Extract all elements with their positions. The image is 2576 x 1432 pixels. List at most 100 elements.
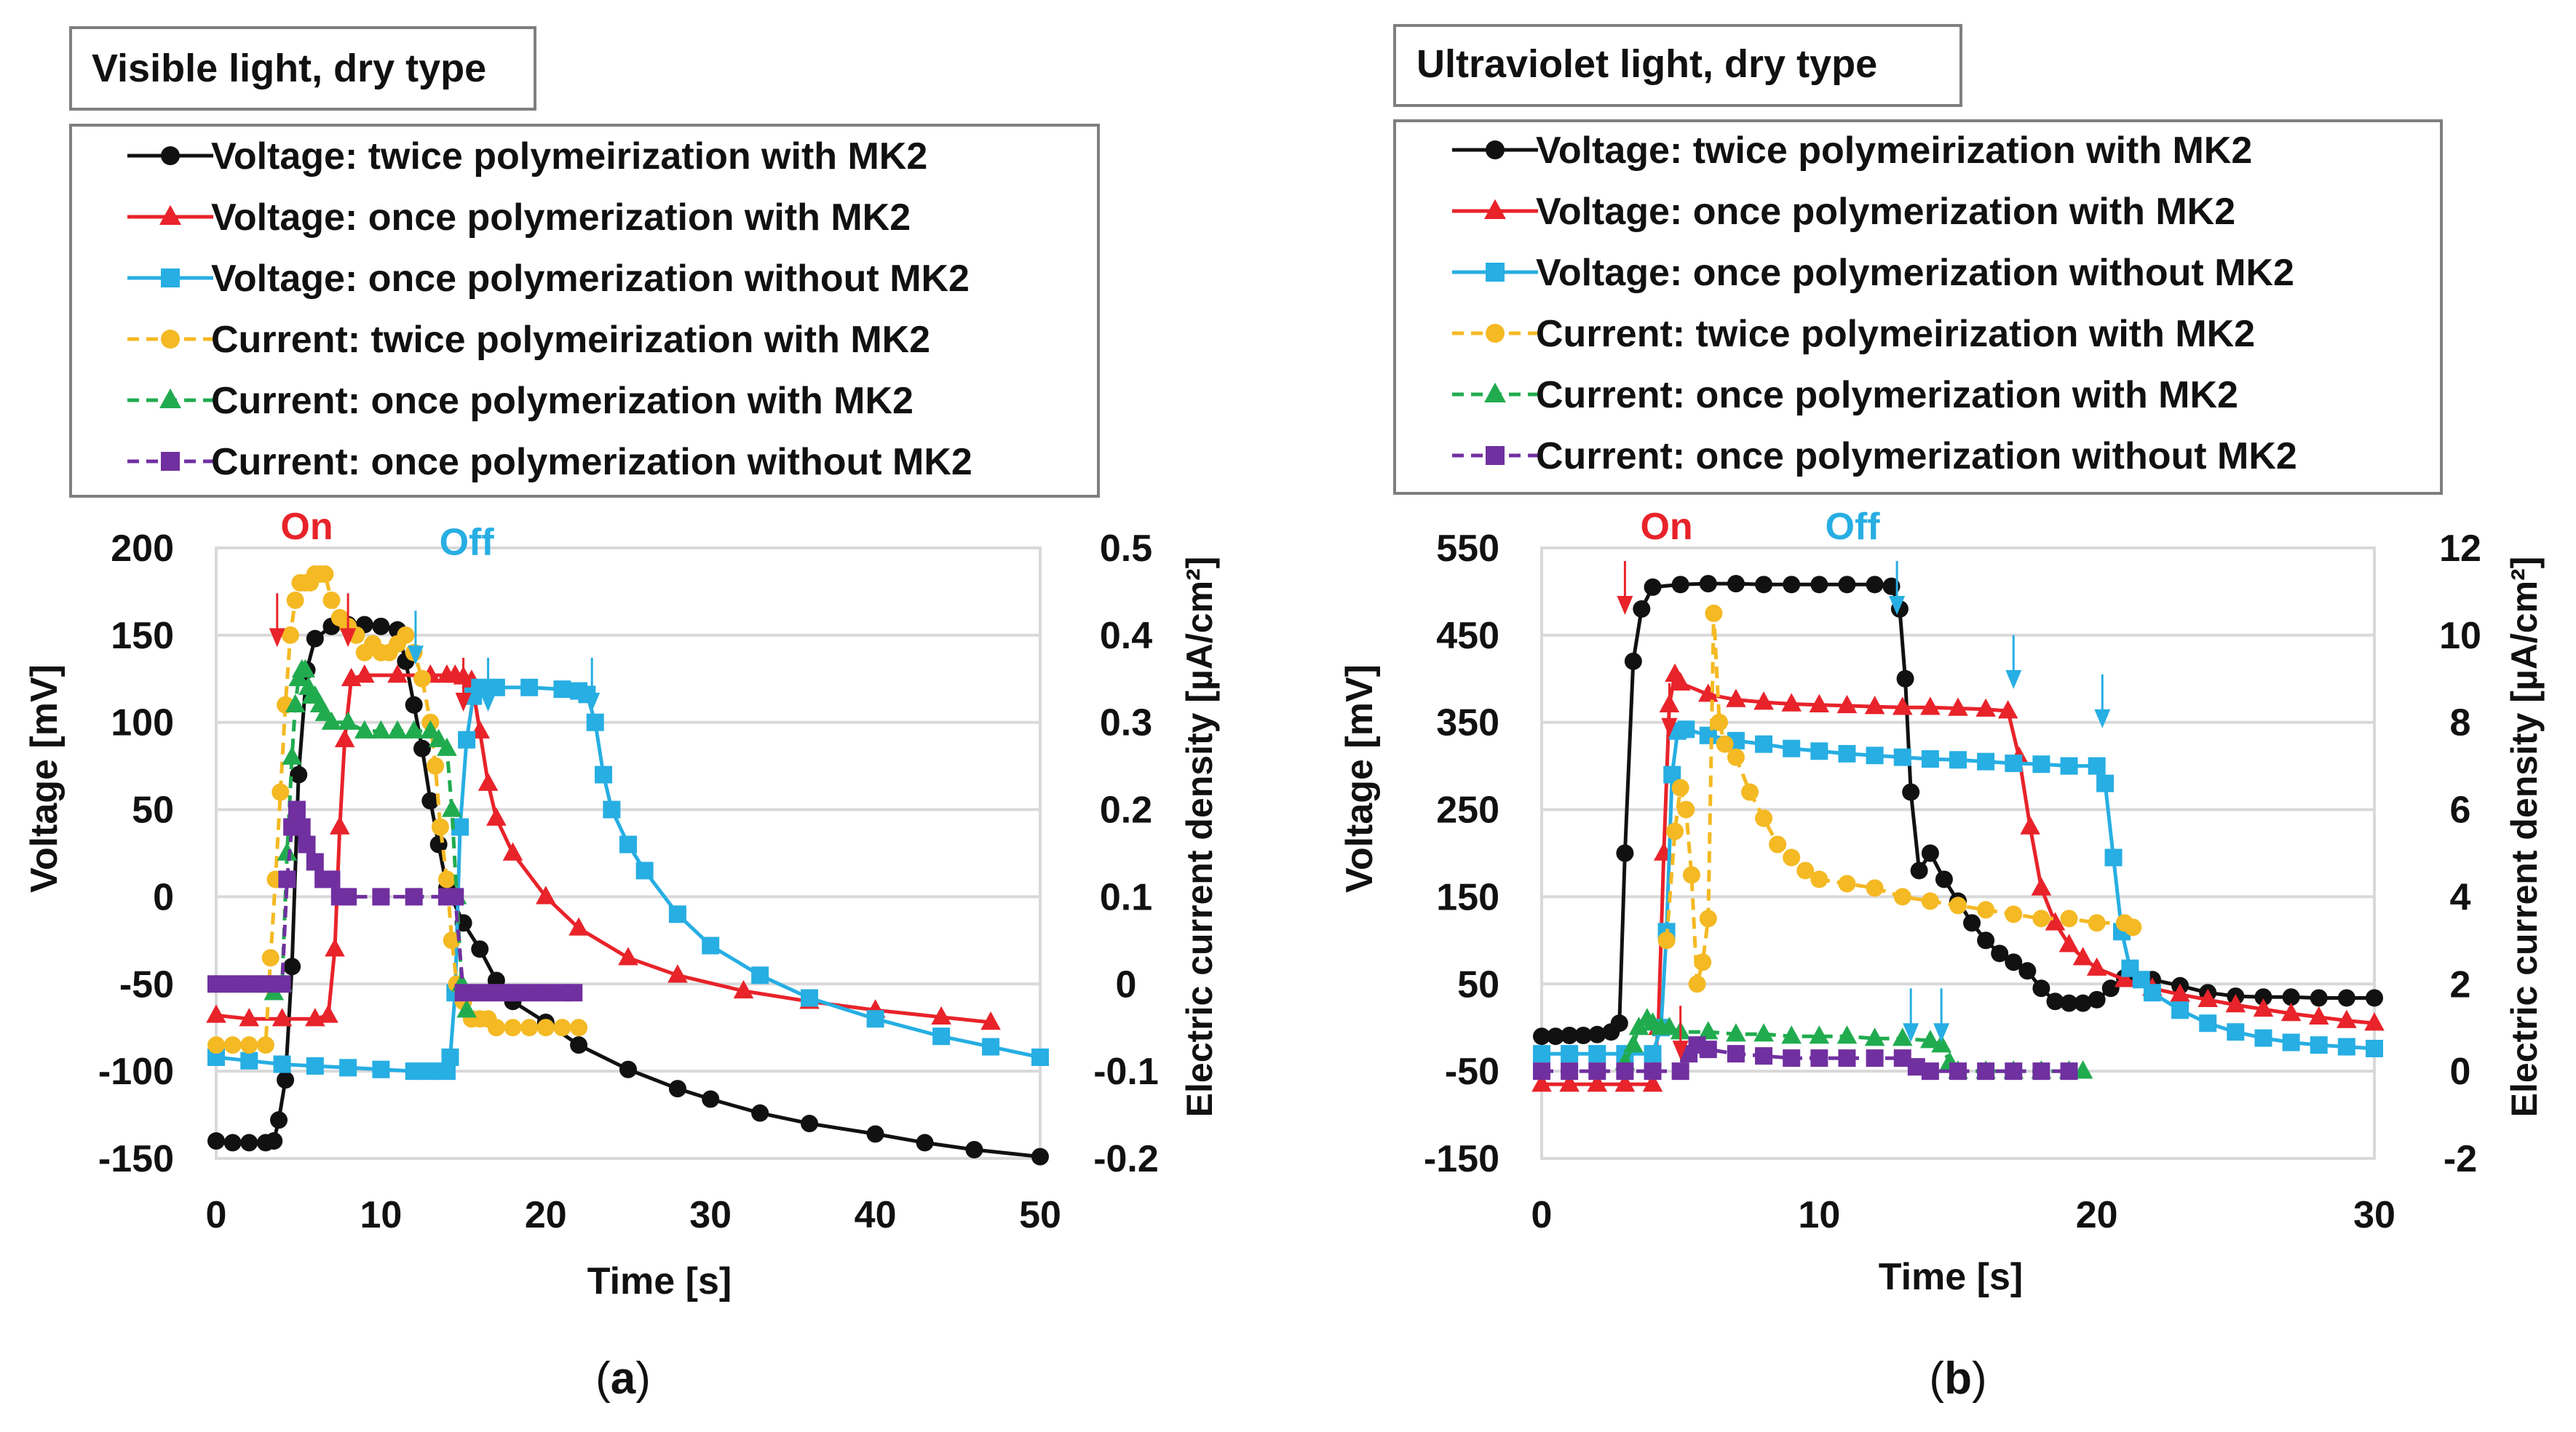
event-arrow: [584, 658, 601, 712]
y2-tick-label: -0.2: [1093, 1138, 1159, 1180]
event-arrow: [1933, 988, 1950, 1043]
data-point: [1977, 752, 1995, 771]
data-point: [334, 728, 355, 747]
data-point: [2282, 1033, 2300, 1051]
event-arrow: [407, 610, 424, 665]
data-point: [2031, 877, 2052, 896]
data-point: [206, 1004, 226, 1023]
legend-marker: [1486, 324, 1505, 343]
data-point: [520, 1019, 539, 1037]
axes: 0 10 20 30 40 50 -150 -100 -50 0 50 100 150 200 -0.2 -0…: [98, 528, 1159, 1236]
event-arrow: [1903, 988, 1919, 1043]
data-point: [570, 1019, 588, 1037]
data-point: [1838, 576, 1856, 594]
data-point: [240, 1036, 258, 1054]
annotation-label: Off: [440, 522, 495, 564]
series-5: [1533, 1036, 2078, 1081]
data-point: [1921, 750, 1939, 768]
data-point: [1547, 1027, 1565, 1046]
data-point: [1781, 1025, 1802, 1044]
data-point: [2310, 1036, 2328, 1054]
data-point: [2143, 984, 2161, 1002]
legend: Voltage: twice polymeirization with MK2 V…: [1452, 130, 2297, 477]
x-tick-label: 30: [689, 1194, 732, 1236]
data-point: [2045, 912, 2066, 931]
data-point: [667, 964, 688, 983]
data-point: [1561, 1062, 1579, 1081]
x-tick-label: 20: [2076, 1194, 2118, 1236]
data-point: [2253, 998, 2274, 1017]
data-point: [502, 842, 523, 861]
data-point: [1920, 696, 1941, 715]
data-point: [1838, 875, 1856, 893]
data-point: [2086, 957, 2107, 976]
data-point: [428, 728, 449, 747]
data-point: [270, 1111, 288, 1129]
data-point: [2096, 774, 2115, 792]
data-point: [443, 931, 461, 950]
data-point: [295, 659, 316, 677]
data-point: [1949, 751, 1967, 769]
data-point: [2032, 979, 2050, 998]
y-axis-label: Voltage [mV]: [1339, 664, 1381, 893]
data-point: [1866, 1049, 1884, 1067]
y-tick-label: 50: [1457, 963, 1499, 1006]
data-point: [1574, 1027, 1593, 1045]
data-point: [405, 696, 423, 714]
data-point: [1711, 713, 1729, 731]
data-point: [1977, 901, 1995, 919]
data-point: [1588, 1062, 1606, 1081]
y2-tick-label: 0: [1116, 963, 1137, 1006]
data-point: [1587, 1073, 1608, 1092]
data-point: [565, 984, 583, 1002]
data-point: [1769, 835, 1787, 854]
y-tick-label: 50: [132, 789, 174, 832]
data-point: [1698, 683, 1719, 702]
data-point: [1892, 1027, 1913, 1046]
y2-tick-label: 0: [2450, 1051, 2471, 1093]
data-point: [397, 626, 415, 644]
legend-item: Voltage: once polymerization with MK2: [1452, 191, 2235, 233]
data-point: [1741, 783, 1759, 801]
data-point: [2124, 918, 2142, 936]
data-point: [431, 818, 449, 836]
y2-tick-label: 10: [2439, 615, 2481, 657]
data-point: [618, 947, 638, 966]
data-point: [427, 757, 445, 775]
legend-label: Current: twice polymeirization with MK2: [1536, 313, 2255, 355]
data-point: [256, 1036, 274, 1054]
data-point: [1633, 600, 1651, 618]
legend-marker: [1484, 382, 1506, 403]
data-point: [2020, 816, 2040, 835]
panel-label: (b): [1929, 1353, 1986, 1404]
y2-tick-label: 8: [2450, 702, 2471, 744]
data-point: [2101, 979, 2120, 998]
x-tick-label: 0: [1531, 1194, 1553, 1236]
data-point: [370, 720, 392, 739]
data-point: [504, 1019, 522, 1037]
data-point: [1810, 742, 1828, 760]
legend-label: Voltage: once polymerization without MK2: [211, 258, 970, 300]
data-point: [751, 1104, 769, 1122]
y-tick-label: -50: [1445, 1051, 1499, 1093]
data-point: [454, 984, 472, 1002]
legend-item: Voltage: once polymerization with MK2: [127, 196, 911, 239]
annotation-label: On: [1640, 506, 1692, 548]
x-tick-label: 20: [525, 1194, 567, 1236]
data-point: [668, 1080, 686, 1098]
data-point: [1624, 652, 1642, 670]
data-point: [239, 1008, 260, 1027]
event-arrow: [455, 658, 472, 712]
data-point: [322, 870, 341, 888]
data-point: [980, 1011, 1001, 1030]
data-point: [1666, 822, 1684, 840]
y-tick-label: 550: [1436, 528, 1499, 570]
data-point: [1809, 693, 1830, 712]
data-point: [1783, 1049, 1801, 1067]
data-point: [1755, 576, 1773, 594]
data-point: [866, 1125, 884, 1143]
data-point: [2337, 1009, 2357, 1028]
data-point: [1726, 688, 1746, 707]
data-point: [441, 1048, 459, 1066]
data-point: [520, 984, 539, 1002]
